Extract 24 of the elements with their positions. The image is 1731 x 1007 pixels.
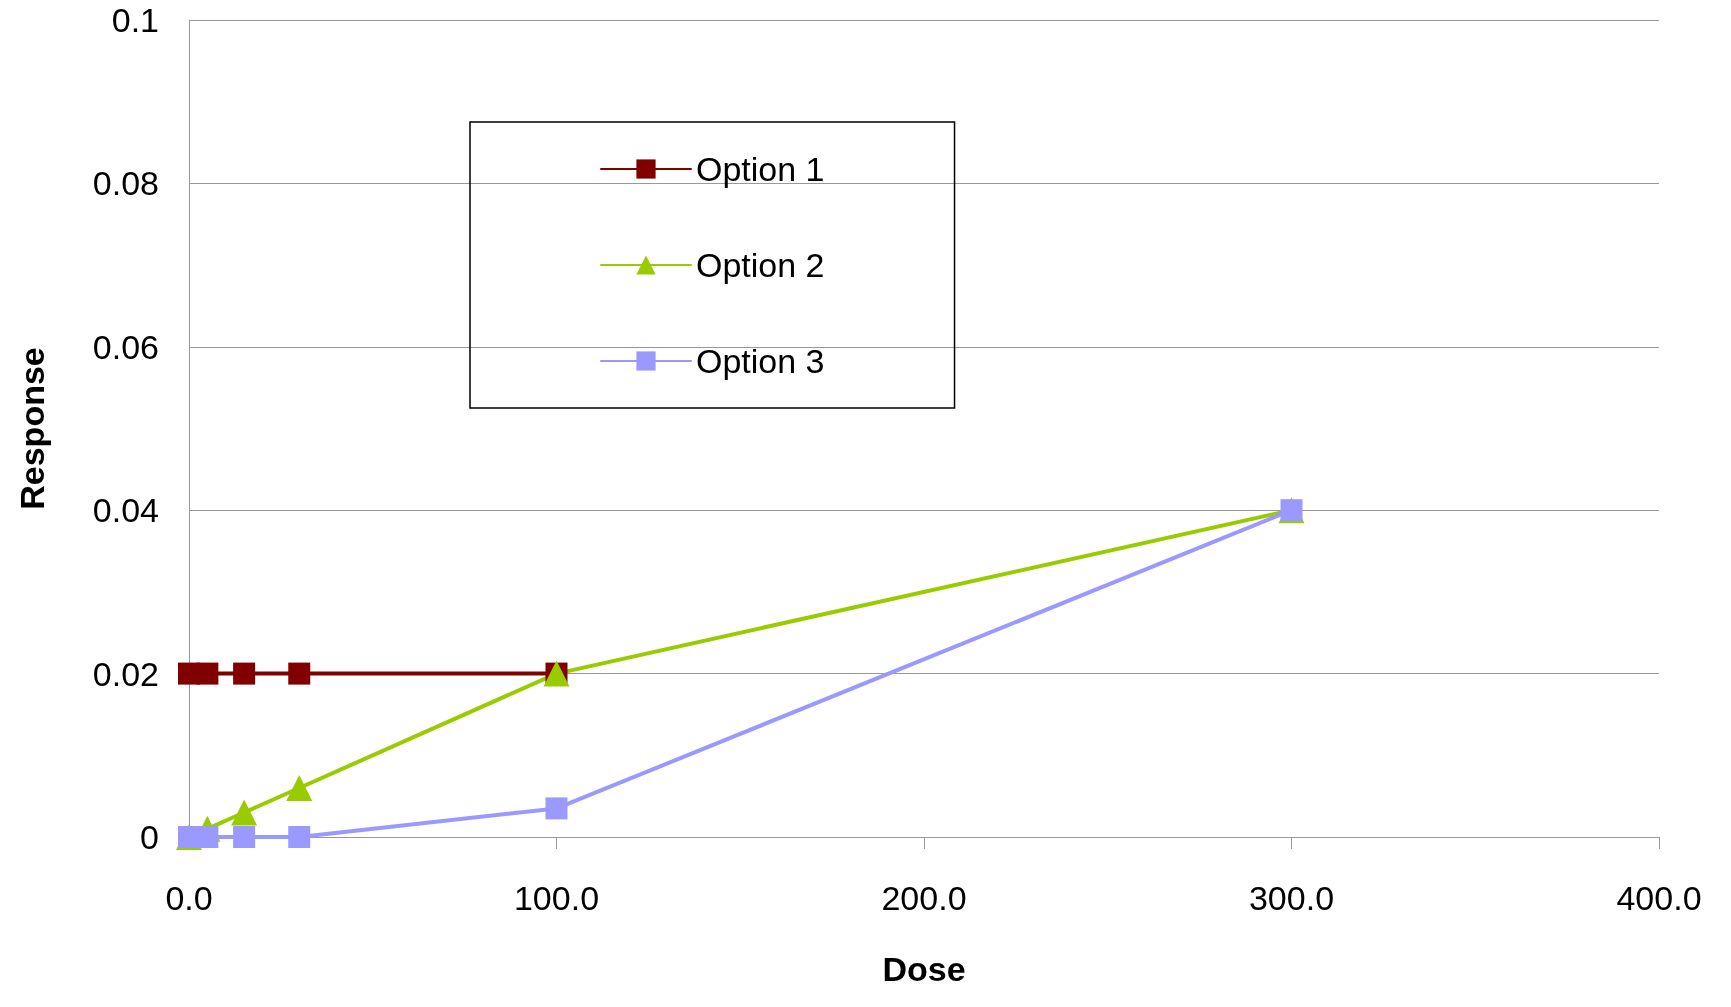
x-tick-label: 400.0 <box>1616 879 1702 917</box>
point <box>545 797 568 820</box>
y-tick-label: 0.02 <box>92 654 159 693</box>
point <box>288 662 311 685</box>
point <box>233 826 256 848</box>
x-tick-label: 100.0 <box>513 879 600 917</box>
y-tick-label: 0.06 <box>92 327 159 366</box>
point <box>231 799 258 826</box>
y-tick-label: 0 <box>140 818 159 856</box>
x-tick-label: 200.0 <box>881 879 967 917</box>
legend-label: Option 2 <box>696 246 825 284</box>
point <box>286 774 313 801</box>
legend-label: Option 1 <box>696 150 825 188</box>
legend-label: Option 3 <box>696 342 825 380</box>
point <box>233 662 256 685</box>
y-tick-label: 0.08 <box>92 164 159 203</box>
y-tick-label: 0.04 <box>92 491 159 530</box>
point <box>288 826 311 848</box>
x-tick-label: 300.0 <box>1248 879 1335 917</box>
y-tick-label: 0.1 <box>111 1 159 39</box>
point <box>196 662 219 685</box>
x-tick-label: 0.0 <box>165 879 213 917</box>
x-axis-title: Dose <box>882 950 966 988</box>
y-axis-title: Response <box>13 347 51 510</box>
